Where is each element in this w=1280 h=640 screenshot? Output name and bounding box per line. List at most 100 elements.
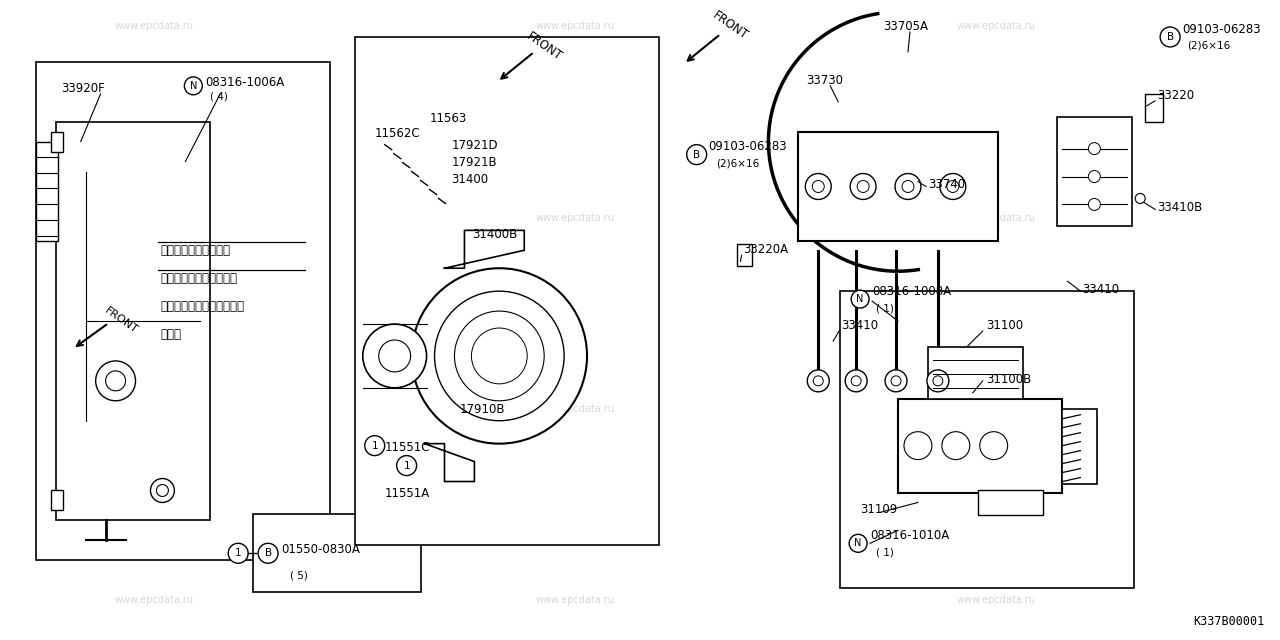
Text: 33410: 33410 <box>841 319 878 332</box>
Text: 1: 1 <box>234 548 242 558</box>
Text: 11551C: 11551C <box>385 440 430 454</box>
Text: コントローラアッシは: コントローラアッシは <box>160 244 230 257</box>
Text: B: B <box>692 150 700 159</box>
Text: N: N <box>189 81 197 91</box>
Circle shape <box>1135 193 1146 204</box>
Text: www.epcdata.ru: www.epcdata.ru <box>956 21 1036 31</box>
Text: (2)6×16: (2)6×16 <box>1187 41 1230 51</box>
Circle shape <box>904 432 932 460</box>
Text: N: N <box>855 538 861 548</box>
Text: (2)6×16: (2)6×16 <box>717 159 760 168</box>
Text: 33920F: 33920F <box>60 82 105 95</box>
Circle shape <box>156 484 169 497</box>
Text: 31100B: 31100B <box>986 373 1030 386</box>
Circle shape <box>813 376 823 386</box>
Bar <box>928 347 1023 399</box>
Circle shape <box>884 370 908 392</box>
Text: 01550-0830A: 01550-0830A <box>282 543 360 556</box>
Text: FRONT: FRONT <box>102 305 140 335</box>
Text: 31400B: 31400B <box>472 228 517 241</box>
Text: www.epcdata.ru: www.epcdata.ru <box>535 212 614 223</box>
Circle shape <box>412 268 588 444</box>
Text: 31100: 31100 <box>986 319 1023 332</box>
Circle shape <box>106 371 125 391</box>
Text: 33705A: 33705A <box>883 20 928 33</box>
Text: 09103-06283: 09103-06283 <box>709 140 787 152</box>
Circle shape <box>686 145 707 164</box>
Text: 1: 1 <box>371 441 378 451</box>
Text: 33220: 33220 <box>1157 89 1194 102</box>
Bar <box>36 62 330 560</box>
Circle shape <box>895 173 920 200</box>
Bar <box>1062 409 1097 483</box>
Circle shape <box>805 173 831 200</box>
Bar <box>899 399 1062 493</box>
Text: です。: です。 <box>160 328 182 341</box>
Text: 11563: 11563 <box>430 112 467 125</box>
Text: 31400: 31400 <box>452 173 489 186</box>
Text: 08316-1006A: 08316-1006A <box>205 76 284 89</box>
Circle shape <box>96 361 136 401</box>
Circle shape <box>184 77 202 95</box>
Text: 33410B: 33410B <box>1157 202 1202 214</box>
Bar <box>51 132 63 152</box>
Text: ていない状態（ブランク）: ていない状態（ブランク） <box>160 300 244 313</box>
Circle shape <box>1088 170 1101 182</box>
Text: www.epcdata.ru: www.epcdata.ru <box>535 595 614 605</box>
Circle shape <box>902 180 914 193</box>
Text: K337B00001: K337B00001 <box>1193 615 1265 628</box>
Circle shape <box>927 370 948 392</box>
Circle shape <box>365 436 385 456</box>
Circle shape <box>940 173 966 200</box>
Bar <box>36 141 58 241</box>
Circle shape <box>397 456 416 476</box>
Text: 33740: 33740 <box>928 179 965 191</box>
Text: 08316-1008A: 08316-1008A <box>872 285 951 298</box>
Text: ( 1): ( 1) <box>876 547 893 557</box>
Circle shape <box>379 340 411 372</box>
Text: 33410: 33410 <box>1083 283 1120 296</box>
Circle shape <box>808 370 829 392</box>
Text: www.epcdata.ru: www.epcdata.ru <box>535 404 614 414</box>
Text: B: B <box>1166 32 1174 42</box>
Circle shape <box>1088 143 1101 155</box>
Text: 11551A: 11551A <box>385 488 430 500</box>
Text: www.epcdata.ru: www.epcdata.ru <box>956 404 1036 414</box>
Circle shape <box>849 534 867 552</box>
Circle shape <box>891 376 901 386</box>
Text: 11562C: 11562C <box>375 127 420 140</box>
Text: B: B <box>265 548 271 558</box>
Circle shape <box>1160 27 1180 47</box>
Circle shape <box>858 180 869 193</box>
Text: FRONT: FRONT <box>710 8 751 42</box>
Bar <box>978 490 1042 515</box>
Text: www.epcdata.ru: www.epcdata.ru <box>956 212 1036 223</box>
Text: N: N <box>856 294 864 304</box>
Circle shape <box>850 173 876 200</box>
Text: プログラムの書き込まれ: プログラムの書き込まれ <box>160 272 237 285</box>
Circle shape <box>845 370 867 392</box>
Text: www.epcdata.ru: www.epcdata.ru <box>535 21 614 31</box>
Text: 33730: 33730 <box>806 74 844 87</box>
Circle shape <box>851 376 861 386</box>
Bar <box>355 37 659 545</box>
Text: www.epcdata.ru: www.epcdata.ru <box>115 212 193 223</box>
Text: 09103-06283: 09103-06283 <box>1181 23 1261 36</box>
Text: ( 5): ( 5) <box>291 570 308 580</box>
Circle shape <box>942 432 970 460</box>
Text: 17921D: 17921D <box>452 139 498 152</box>
Text: 1: 1 <box>403 461 410 470</box>
Text: 17910B: 17910B <box>460 403 504 416</box>
Circle shape <box>813 180 824 193</box>
Circle shape <box>362 324 426 388</box>
Bar <box>1057 116 1133 227</box>
Circle shape <box>979 432 1007 460</box>
Bar <box>799 132 997 241</box>
Circle shape <box>851 290 869 308</box>
Bar <box>51 490 63 511</box>
Text: www.epcdata.ru: www.epcdata.ru <box>956 595 1036 605</box>
Circle shape <box>259 543 278 563</box>
Text: 17921B: 17921B <box>452 156 497 168</box>
Text: www.epcdata.ru: www.epcdata.ru <box>115 404 193 414</box>
Text: ( 1): ( 1) <box>876 303 893 313</box>
